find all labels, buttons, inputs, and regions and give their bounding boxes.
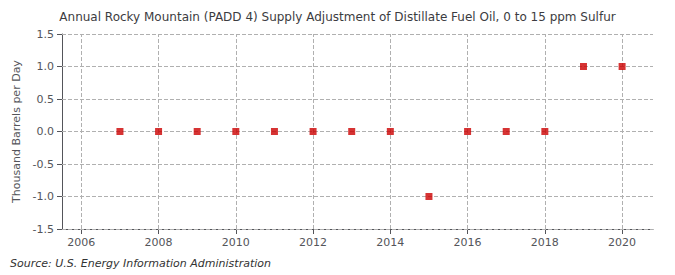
- svg-text:-1.0: -1.0: [33, 190, 54, 203]
- svg-text:1.0: 1.0: [37, 60, 55, 73]
- svg-text:2010: 2010: [222, 236, 250, 249]
- svg-text:2020: 2020: [608, 236, 636, 249]
- svg-text:2014: 2014: [376, 236, 404, 249]
- svg-text:2018: 2018: [531, 236, 559, 249]
- svg-text:Annual Rocky Mountain (PADD 4): Annual Rocky Mountain (PADD 4) Supply Ad…: [59, 10, 615, 24]
- svg-text:Source: U.S. Energy Informatio: Source: U.S. Energy Information Administ…: [10, 257, 271, 270]
- svg-text:0.5: 0.5: [37, 93, 55, 106]
- svg-text:-0.5: -0.5: [33, 158, 54, 171]
- svg-text:1.5: 1.5: [37, 28, 55, 41]
- svg-text:2006: 2006: [67, 236, 95, 249]
- svg-text:Thousand Barrels per Day: Thousand Barrels per Day: [10, 60, 23, 204]
- svg-text:2008: 2008: [145, 236, 173, 249]
- svg-text:0.0: 0.0: [37, 125, 55, 138]
- svg-text:-1.5: -1.5: [33, 223, 54, 236]
- svg-text:2016: 2016: [454, 236, 482, 249]
- svg-text:2012: 2012: [299, 236, 327, 249]
